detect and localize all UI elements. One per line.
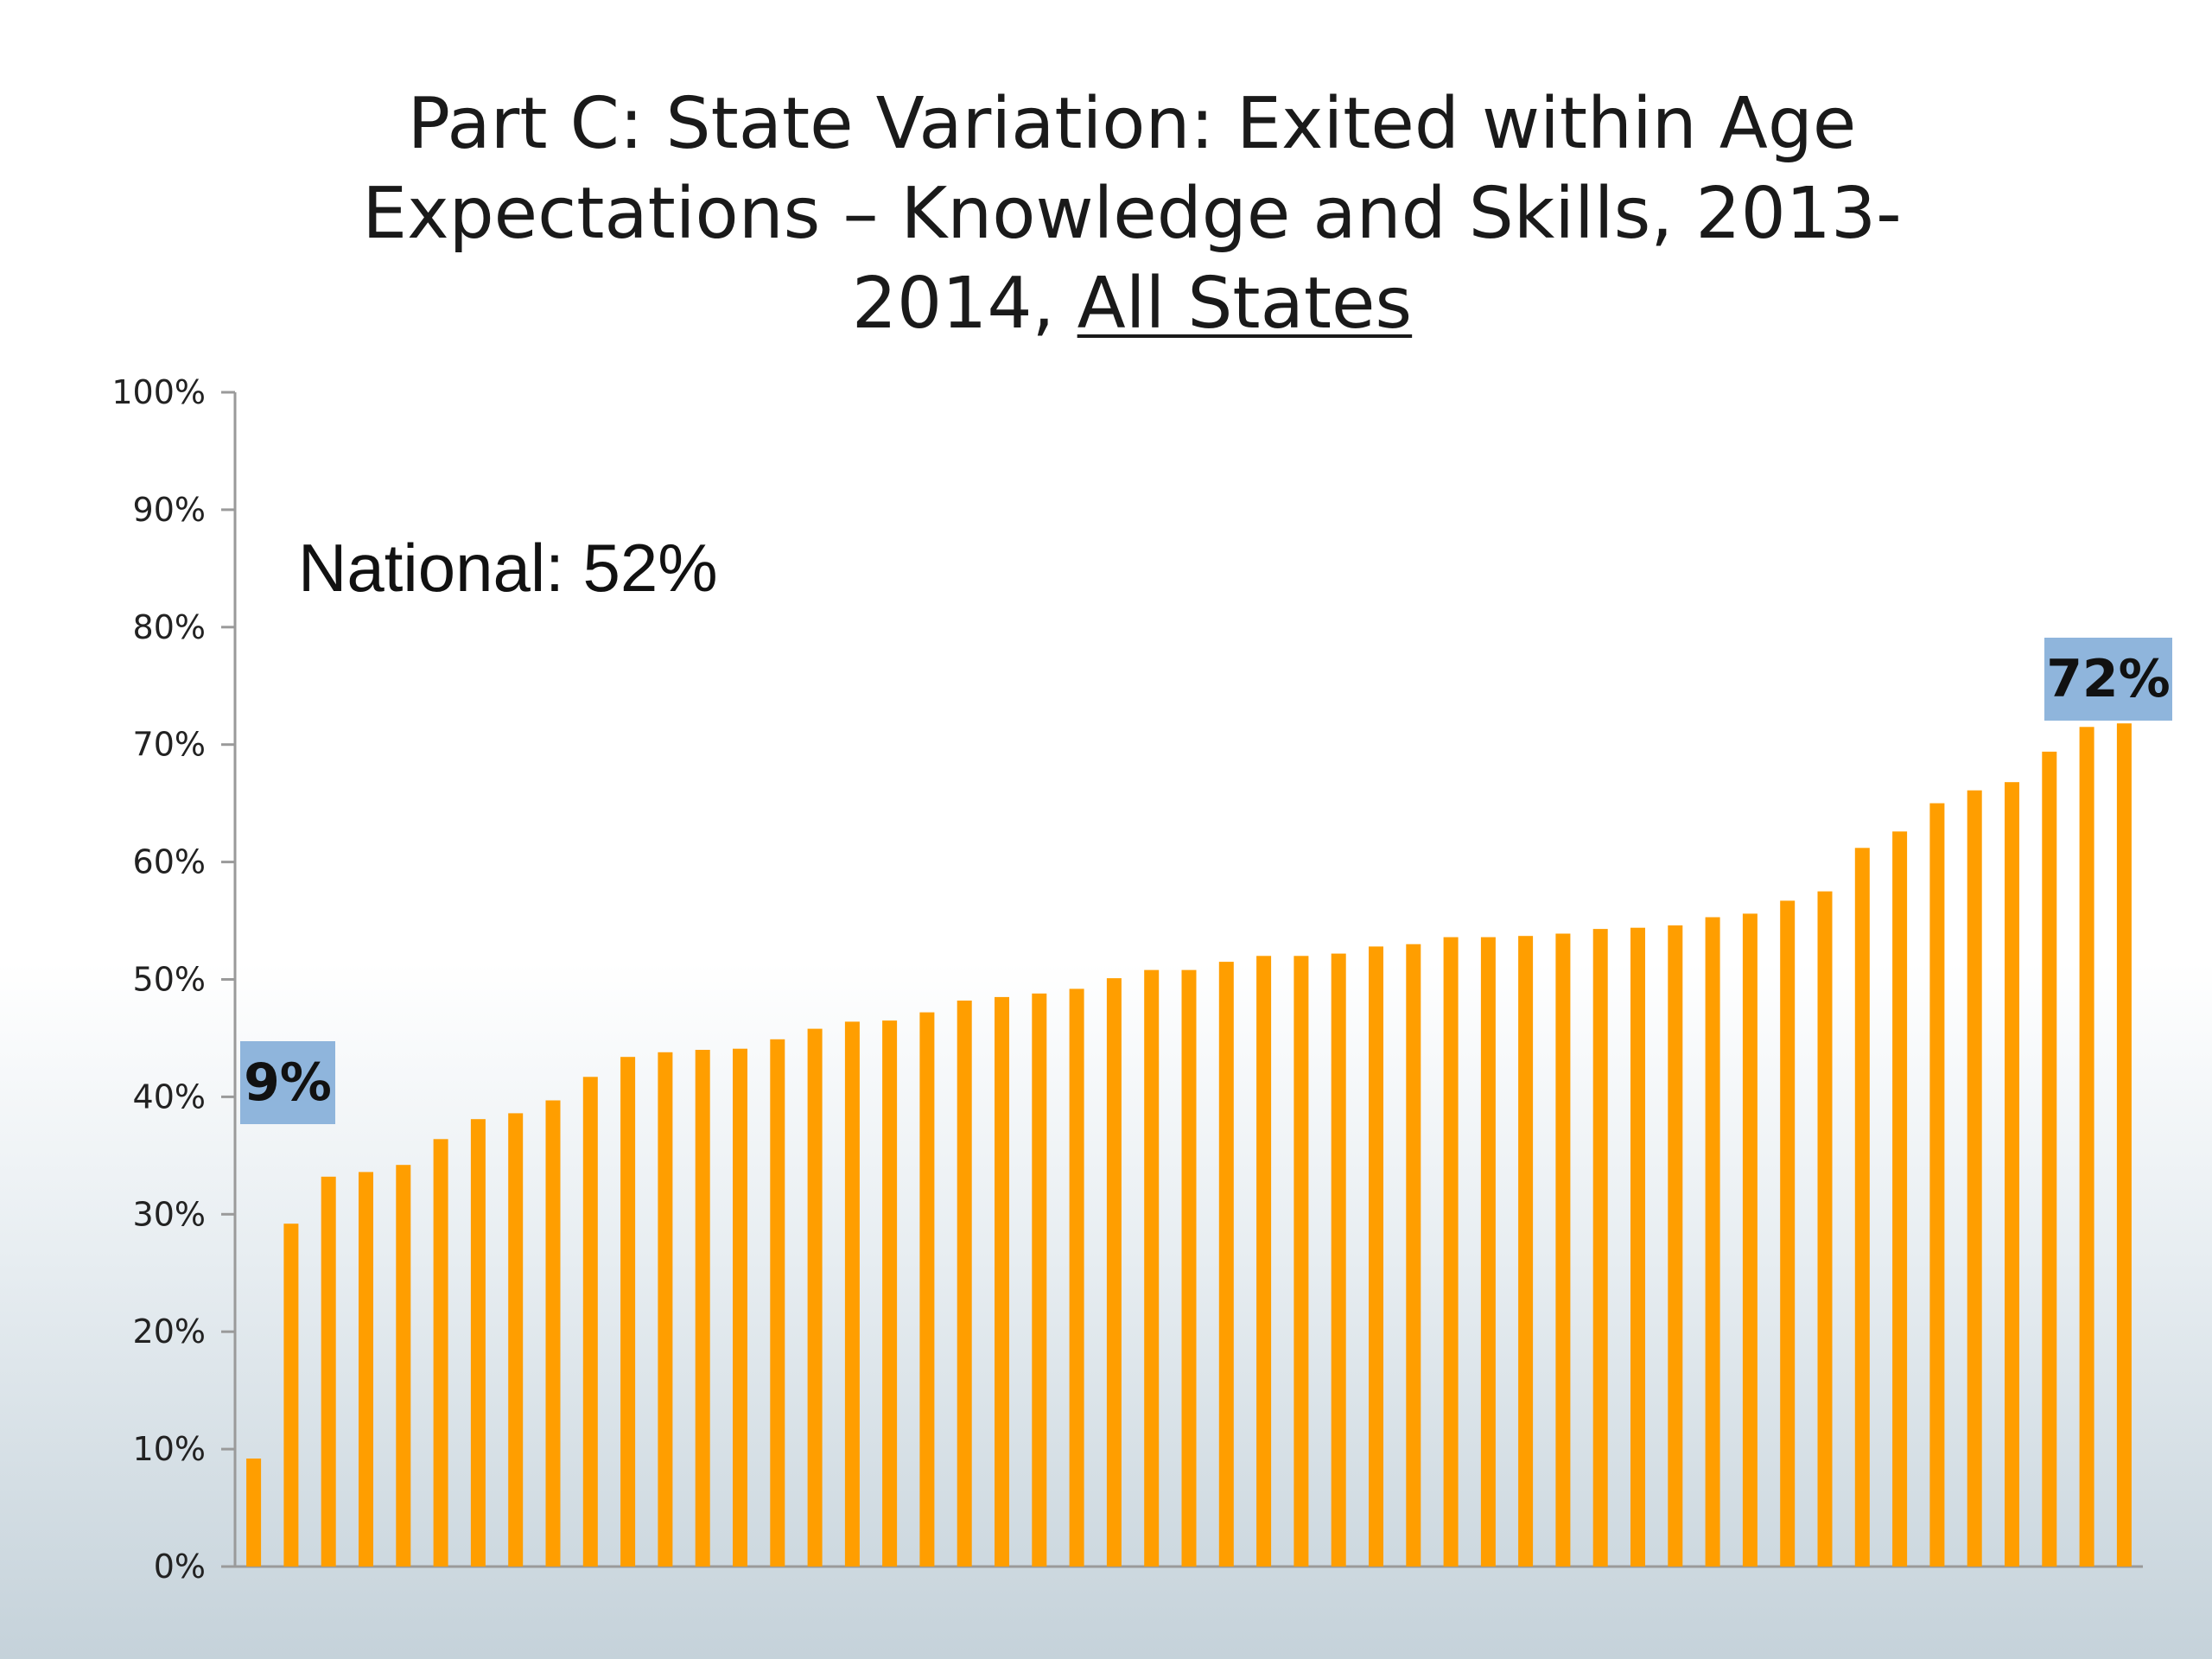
- y-tick-label: 70%: [133, 726, 206, 764]
- bar: [246, 1459, 262, 1567]
- bar: [1892, 831, 1908, 1567]
- chart-title: Part C: State Variation: Exited within A…: [328, 79, 1936, 349]
- min-value-callout: 9%: [240, 1041, 335, 1124]
- bar: [2005, 782, 2019, 1567]
- bar: [995, 996, 1009, 1567]
- bar: [1518, 936, 1534, 1567]
- bar: [1294, 956, 1309, 1567]
- bar: [433, 1139, 448, 1567]
- y-tick-label: 20%: [133, 1313, 206, 1351]
- bar: [957, 1001, 972, 1567]
- bar: [1480, 937, 1496, 1567]
- bar: [1555, 933, 1571, 1567]
- y-tick-label: 80%: [133, 608, 206, 646]
- bar: [2079, 727, 2094, 1567]
- bar: [882, 1020, 898, 1567]
- title-line-3: 2014, All States: [328, 259, 1936, 349]
- bar: [1780, 900, 1796, 1567]
- bar: [1406, 944, 1421, 1567]
- bar: [2042, 751, 2057, 1567]
- bar: [1069, 988, 1084, 1567]
- title-line-2: Expectations – Knowledge and Skills, 201…: [362, 173, 1902, 255]
- bar: [1106, 978, 1122, 1567]
- bar: [1929, 803, 1945, 1567]
- bar-layer: [246, 723, 2132, 1567]
- bar: [359, 1172, 373, 1567]
- y-tick-label: 10%: [133, 1430, 206, 1468]
- bar: [1705, 917, 1720, 1567]
- max-value-callout: 72%: [2044, 638, 2172, 721]
- bar: [1256, 956, 1272, 1567]
- bar: [1443, 937, 1459, 1567]
- bar: [658, 1052, 673, 1567]
- bar: [1967, 790, 1982, 1567]
- bar: [470, 1119, 486, 1567]
- bar: [1331, 953, 1346, 1567]
- bar: [283, 1224, 299, 1567]
- bar: [545, 1100, 561, 1567]
- y-tick-label: 0%: [154, 1548, 206, 1586]
- bar: [1032, 993, 1047, 1567]
- title-all-states: All States: [1077, 263, 1413, 345]
- bar: [1218, 962, 1234, 1567]
- bar: [1181, 969, 1197, 1567]
- bar: [620, 1057, 636, 1567]
- y-tick-label: 60%: [133, 843, 206, 881]
- bar: [508, 1113, 524, 1567]
- bar: [733, 1048, 747, 1567]
- national-average-label: National: 52%: [298, 530, 718, 606]
- bar: [1592, 929, 1608, 1567]
- bar: [1854, 848, 1870, 1567]
- title-line-3-prefix: 2014,: [851, 263, 1077, 345]
- y-tick-label: 50%: [133, 961, 206, 999]
- y-tick-label: 40%: [133, 1077, 206, 1116]
- bar: [919, 1012, 935, 1567]
- bar: [1630, 927, 1645, 1567]
- bar: [1817, 891, 1833, 1567]
- bar: [1668, 925, 1683, 1567]
- bar: [321, 1176, 336, 1567]
- bar: [1742, 913, 1758, 1567]
- bar: [807, 1028, 823, 1567]
- y-tick-label: 90%: [133, 491, 206, 529]
- bar: [582, 1077, 598, 1567]
- bar: [695, 1050, 710, 1567]
- bar: [1369, 946, 1383, 1567]
- bar: [1144, 969, 1160, 1567]
- y-tick-label: 100%: [111, 373, 206, 411]
- title-line-1: Part C: State Variation: Exited within A…: [407, 83, 1857, 165]
- y-tick-label: 30%: [133, 1195, 206, 1233]
- bar: [396, 1165, 411, 1567]
- bar: [2116, 723, 2132, 1567]
- bar: [844, 1021, 860, 1567]
- bar: [770, 1039, 785, 1567]
